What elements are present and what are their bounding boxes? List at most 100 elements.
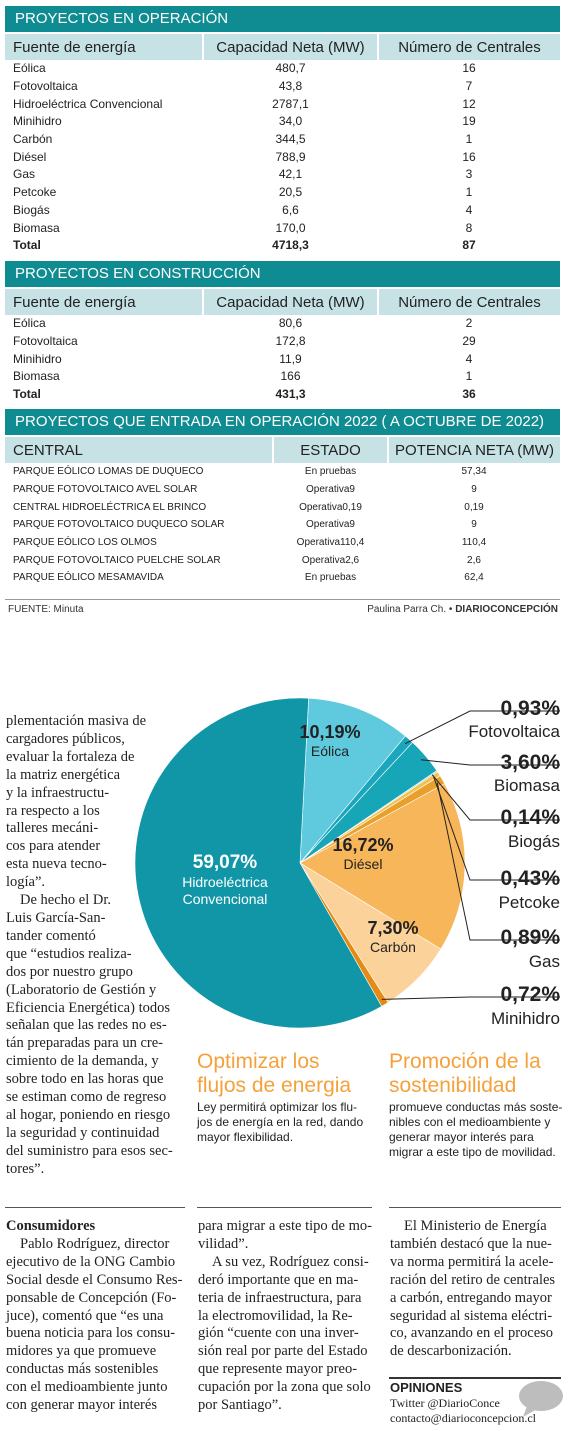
table-cell: 20,5 [278,185,303,200]
pie-label-pct: 59,07% [192,852,258,873]
table-cell: Operativa110,4 [296,537,365,549]
text-line: para migrar a este tipo de mo- [198,1218,372,1234]
table-row: Biogás 6,6 4 [5,202,560,220]
table-cell: 4 [465,202,473,217]
rule [389,1207,561,1208]
pie-chart [134,697,560,1029]
pie-label-hidro: 59,07% Hidroeléctrica Convencional [150,852,300,908]
section-title-construccion: PROYECTOS EN CONSTRUCCIÓN [5,261,560,287]
text-line: cupación por la zona que solo [198,1379,371,1396]
table-row: Hidroeléctrica Convencional 2787,1 12 [5,95,560,113]
text-line: Pablo Rodríguez, director [20,1235,170,1252]
table-cell: Biogás [13,202,50,217]
table-cell: Eólica [13,61,46,76]
table-cell: 1 [465,369,473,384]
leader-line [381,996,560,1000]
table-cell: 344,5 [275,132,306,147]
table-cell: Operativa9 [306,519,355,531]
table-cell: 80,6 [278,316,303,331]
text-line: por Santiago”. [198,1397,282,1414]
source-note: FUENTE: Minuta [8,604,84,615]
table-cell: 4718,3 [272,238,309,253]
table-cell: Biomasa [13,369,60,384]
table-cell: PARQUE EÓLICO LOS OLMOS [13,537,157,549]
callout-label: Biogás [508,832,560,851]
pie-label-diesel: 16,72% Diésel [318,835,408,872]
table-cell: 2787,1 [272,96,309,111]
table-row: Eólica 80,6 2 [5,315,560,333]
rule [389,1377,561,1379]
table-cell: 431,3 [275,387,306,402]
pie-slice [134,697,383,1029]
table-cell: 2 [465,316,473,331]
table-cell: 29 [462,334,476,349]
text-line: tander comentó [6,927,96,944]
text-line: cargadores públicos, [6,730,125,747]
table-total-row: Total 431,3 36 [5,386,560,404]
table-entrada: CENTRAL ESTADO POTENCIA NETA (MW) PARQUE… [5,437,560,587]
table-cell: Fotovoltaica [13,79,78,94]
table-row: Biomasa 170,0 8 [5,219,560,237]
opiniones-email[interactable]: contacto@diarioconcepcion.cl [390,1411,536,1425]
table-cell: 1 [465,132,473,147]
pie-label-name: Carbón [370,939,416,955]
rule [197,1207,372,1208]
box-text-line: nibles con el medioambiente y [389,1115,551,1129]
pie-label-carbon: 7,30% Carbón [348,918,438,955]
table-cell: PARQUE FOTOVOLTAICO AVEL SOLAR [13,484,198,496]
table-cell: 166 [280,369,301,384]
col-header: CENTRAL [5,437,273,463]
text-line: De hecho el Dr. [20,892,111,909]
text-line: al hogar, poniendo en riesgo [6,1106,171,1123]
text-line: la seguridad y continuidad [6,1124,160,1141]
text-line: del suministro para esos sec- [6,1142,173,1159]
text-line: tán preparadas para un cre- [6,1035,163,1052]
table-cell: 0,19 [464,501,484,513]
table-row: Fotovoltaica 172,8 29 [5,333,560,351]
text-line: Social desde el Consumo Res- [6,1271,183,1288]
rule [5,1207,185,1208]
opiniones-twitter[interactable]: Twitter @DiarioConce [390,1396,500,1410]
callout-label: Minihidro [491,1009,560,1028]
box-title-optimizar: Optimizar los flujos de energia [197,1050,351,1098]
subhead-consumidores: Consumidores [6,1218,96,1234]
table-cell: 16 [462,61,476,76]
table-row: PARQUE EÓLICO LOS OLMOS Operativa110,4 110… [5,534,560,552]
callout-pct: 0,72% [500,983,560,1006]
pie-label-pct: 7,30% [367,918,419,938]
brand: DIARIOCONCEPCIÓN [455,604,558,615]
text-line: evaluar la fortaleza de [6,748,135,765]
text-line: vilidad”. [198,1235,249,1252]
pie-slice [299,697,406,864]
text-line: que “estudios realiza- [6,945,132,962]
box-text-line: generar mayor interés para [389,1130,534,1144]
table-row: Biomasa 166 1 [5,368,560,386]
callout-label: Gas [528,952,560,971]
pie-label-pct: 10,19% [299,722,361,742]
table-cell: 87 [462,238,476,253]
text-line: a carbón, entregando mayor [390,1289,552,1306]
table-cell: 57,34 [461,466,487,478]
table-cell: Gas [13,167,36,182]
col-header: Fuente de energía [5,289,203,315]
text-line: señalan que las redes no es- [6,1017,167,1034]
table-row: Gas 42,1 3 [5,166,560,184]
table-cell: 19 [462,114,476,129]
text-line: talleres mecáni- [6,820,99,837]
box-text-line: mayor flexibilidad. [197,1130,294,1144]
text-line: co, avanzando en el proceso [390,1325,554,1342]
text-line: teria de infraestructura, para [198,1289,362,1306]
table-cell: Operativa2,6 [301,554,360,566]
table-row: PARQUE FOTOVOLTAICO PUELCHE SOLAR Operati… [5,551,560,569]
box-title-line: flujos de energia [197,1074,352,1097]
text-line: tores”. [6,1160,45,1177]
table-cell: 2,6 [467,554,481,566]
box-text-line: Ley permitirá optimizar los flu- [197,1100,358,1114]
pie-label-name: Hidroeléctrica Convencional [182,874,268,907]
table-row: CENTRAL HIDROELÉCTRICA EL BRINCO Operativ… [5,498,560,516]
box-title-line: sostenibilidad [389,1074,517,1097]
text-line: buena noticia para los consu- [6,1325,176,1342]
article-column-consumidores: Consumidores Pablo Rodríguez, director eje… [6,1218,184,1415]
text-line: Eficiencia Energética) todos [6,999,170,1016]
box-text-line: jos de energía en la red, dando [197,1115,364,1129]
